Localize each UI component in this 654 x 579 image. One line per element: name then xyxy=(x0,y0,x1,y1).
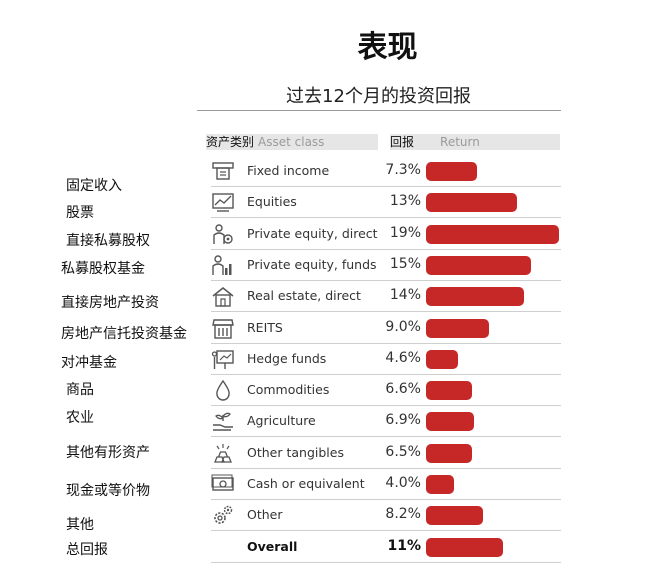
gold-bars-icon xyxy=(211,442,235,464)
row-divider xyxy=(211,249,561,250)
return-bar xyxy=(426,412,474,431)
return-value-label: 6.9% xyxy=(385,412,421,428)
sprout-hand-icon xyxy=(211,410,235,432)
return-bar xyxy=(426,162,477,181)
table-row: Private equity, direct 19% xyxy=(211,219,561,250)
table-row: Other 8.2% xyxy=(211,500,561,531)
return-header: 回报 Return xyxy=(390,134,560,150)
row-divider xyxy=(211,405,561,406)
asset-label-zh: 私募股权基金 xyxy=(61,261,145,277)
return-value-label: 7.3% xyxy=(385,162,421,178)
return-value-label: 9.0% xyxy=(385,319,421,335)
gears-icon xyxy=(211,504,235,526)
asset-label-en: Private equity, direct xyxy=(247,226,378,241)
return-bar xyxy=(426,319,489,338)
return-bar xyxy=(426,193,517,212)
asset-label-zh: 对冲基金 xyxy=(61,355,117,371)
asset-class-header: 资产类别 Asset class xyxy=(206,134,378,150)
return-header-zh: 回报 xyxy=(390,135,415,149)
return-value-label: 15% xyxy=(389,256,421,272)
return-value-label: 6.5% xyxy=(385,444,421,460)
asset-label-en: REITS xyxy=(247,320,283,335)
row-divider xyxy=(211,499,561,500)
asset-label-zh: 直接房地产投资 xyxy=(61,295,159,311)
return-bar xyxy=(426,256,531,275)
asset-label-zh: 总回报 xyxy=(66,542,108,558)
asset-label-zh: 现金或等价物 xyxy=(66,483,150,499)
asset-label-zh: 农业 xyxy=(66,410,94,426)
return-value-label: 6.6% xyxy=(385,381,421,397)
asset-label-zh: 其他 xyxy=(66,517,94,533)
table-row: Overall 11% xyxy=(211,532,561,563)
storefront-icon xyxy=(211,317,235,339)
table-row: Hedge funds 4.6% xyxy=(211,344,561,375)
house-icon xyxy=(211,285,235,307)
row-divider xyxy=(211,374,561,375)
person-bars-icon xyxy=(211,254,235,276)
table-row: Real estate, direct 14% xyxy=(211,281,561,312)
return-value-label: 14% xyxy=(389,287,421,303)
table-row: Equities 13% xyxy=(211,187,561,218)
row-divider xyxy=(211,280,561,281)
return-bar xyxy=(426,350,458,369)
asset-label-en: Agriculture xyxy=(247,413,316,428)
return-value-label: 8.2% xyxy=(385,506,421,522)
presentation-board-icon xyxy=(211,348,235,370)
asset-label-zh: 其他有形资产 xyxy=(66,445,150,461)
row-divider xyxy=(211,562,561,563)
asset-label-zh: 固定收入 xyxy=(66,178,122,194)
table-row: Fixed income 7.3% xyxy=(211,156,561,187)
return-value-label: 13% xyxy=(389,193,421,209)
table-row: Private equity, funds 15% xyxy=(211,250,561,281)
table-row: Other tangibles 6.5% xyxy=(211,438,561,469)
chart-title: 过去12个月的投资回报 xyxy=(286,86,471,107)
person-gear-icon xyxy=(211,223,235,245)
asset-label-en: Commodities xyxy=(247,382,330,397)
row-divider xyxy=(211,311,561,312)
return-value-label: 19% xyxy=(389,225,421,241)
table-row: Agriculture 6.9% xyxy=(211,406,561,437)
oil-drop-icon xyxy=(211,379,235,401)
return-bar xyxy=(426,506,483,525)
return-bar xyxy=(426,444,472,463)
asset-label-en: Real estate, direct xyxy=(247,288,361,303)
return-bar xyxy=(426,538,503,557)
return-bar xyxy=(426,475,454,494)
row-divider xyxy=(211,217,561,218)
asset-label-en: Private equity, funds xyxy=(247,257,377,272)
atm-icon xyxy=(211,160,235,182)
table-row: REITS 9.0% xyxy=(211,313,561,344)
return-value-label: 4.0% xyxy=(385,475,421,491)
asset-label-zh: 股票 xyxy=(66,205,94,221)
table-row: Cash or equivalent 4.0% xyxy=(211,469,561,500)
row-divider xyxy=(211,468,561,469)
table-row: Commodities 6.6% xyxy=(211,375,561,406)
return-bar xyxy=(426,225,559,244)
asset-label-en: Hedge funds xyxy=(247,351,327,366)
row-divider xyxy=(211,343,561,344)
row-divider xyxy=(211,436,561,437)
asset-label-en: Equities xyxy=(247,194,297,209)
asset-label-zh: 房地产信托投资基金 xyxy=(61,326,187,342)
row-divider xyxy=(211,186,561,187)
page-title: 表现 xyxy=(357,30,418,65)
asset-label-zh: 直接私募股权 xyxy=(66,233,150,249)
asset-class-header-en: Asset class xyxy=(258,135,325,149)
asset-label-en: Cash or equivalent xyxy=(247,476,365,491)
line-chart-icon xyxy=(211,191,235,213)
return-value-label: 4.6% xyxy=(385,350,421,366)
asset-class-header-zh: 资产类别 xyxy=(206,135,255,149)
asset-label-zh: 商品 xyxy=(66,382,94,398)
asset-label-en: Other tangibles xyxy=(247,445,344,460)
return-header-en: Return xyxy=(440,135,480,149)
asset-label-en: Fixed income xyxy=(247,163,330,178)
asset-label-en: Other xyxy=(247,507,283,522)
return-value-label: 11% xyxy=(387,538,421,554)
banknote-icon xyxy=(211,473,235,495)
return-bar xyxy=(426,287,524,306)
row-divider xyxy=(211,530,561,531)
title-divider xyxy=(197,110,561,111)
asset-label-en: Overall xyxy=(247,539,298,554)
return-bar xyxy=(426,381,472,400)
